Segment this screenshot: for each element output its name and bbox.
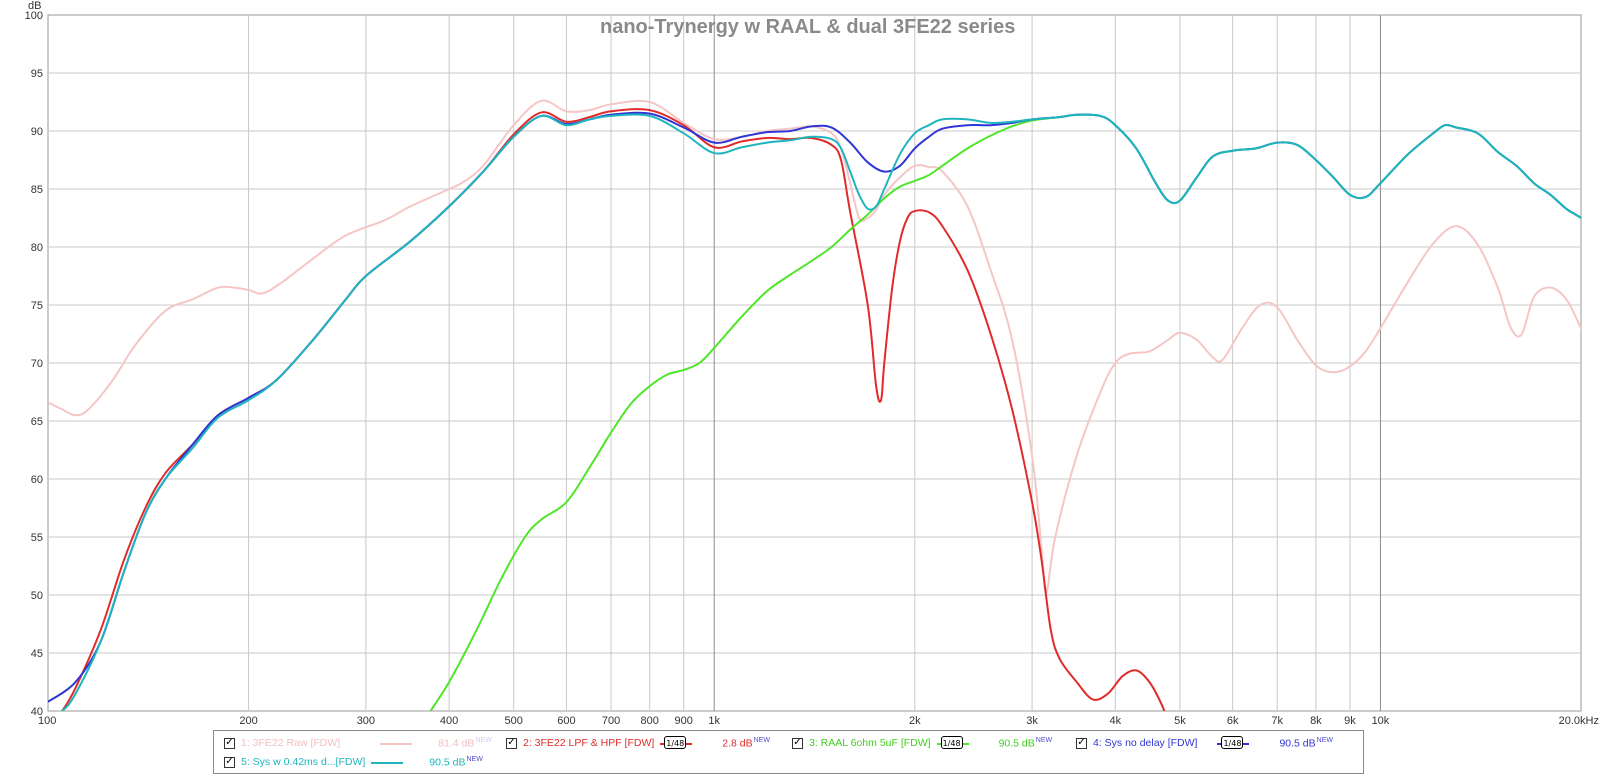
legend-label-1: 1: 3FE22 Raw [FDW] (241, 737, 341, 749)
x-axis-ticks: 100 200 300 400 500 600 700 800 900 1k 2k 3k 4k 5k 6k 7… (38, 715, 1599, 727)
y-tick-label: 95 (31, 68, 43, 80)
y-tick-label: 40 (31, 706, 43, 718)
chart-title: nano-Trynergy w RAAL & dual 3FE22 series (600, 16, 1015, 38)
legend-label-4: 4: Sys no delay [FDW] (1093, 737, 1198, 749)
x-tick-label: 3k (1026, 715, 1038, 727)
x-tick-label: 900 (675, 715, 693, 727)
legend-swatch-3[interactable]: 1/48 (936, 736, 969, 750)
y-tick-label: 45 (31, 648, 43, 660)
y-axis-label: dB (28, 0, 41, 12)
x-tick-label: 200 (239, 715, 257, 727)
x-tick-label: 7k (1271, 715, 1283, 727)
legend-label-3: 3: RAAL 6ohm 5uF [FDW] (809, 737, 931, 749)
legend-checkbox-1[interactable]: ✓ (224, 737, 235, 749)
x-tick-label: 2k (909, 715, 921, 727)
x-tick-label: 300 (357, 715, 375, 727)
y-tick-label: 80 (31, 242, 43, 254)
legend-level-1: 81.4 dBNEW (438, 736, 492, 750)
legend-item-2[interactable]: ✓ 2: 3FE22 LPF & HPF [FDW] 1/48 2.8 dBNE… (506, 733, 770, 753)
x-tick-label: 9k (1344, 715, 1356, 727)
legend-level-3: 90.5 dBNEW (998, 736, 1053, 750)
series-line-1 (48, 99, 1581, 594)
x-tick-label: 500 (504, 715, 522, 727)
y-tick-label: 70 (31, 358, 43, 370)
y-tick-label: 85 (31, 184, 43, 196)
y-tick-label: 65 (31, 416, 43, 428)
legend-label-5: 5: Sys w 0.42ms d...[FDW] (241, 756, 366, 768)
y-axis-ticks: 100 95 90 85 80 75 70 65 60 55 50 45 40 (25, 10, 43, 718)
y-tick-label: 75 (31, 300, 43, 312)
legend: ✓ 1: 3FE22 Raw [FDW] 81.4 dBNEW ✓ 2: 3FE… (213, 730, 1364, 774)
legend-checkbox-4[interactable]: ✓ (1076, 737, 1087, 749)
y-tick-label: 60 (31, 474, 43, 486)
grid (48, 15, 1581, 711)
legend-swatch-1 (380, 736, 413, 750)
legend-level-5: 90.5 dBNEW (429, 755, 483, 769)
x-tick-label: 400 (440, 715, 458, 727)
y-tick-label: 90 (31, 126, 43, 138)
y-tick-label: 100 (25, 10, 43, 22)
legend-label-2: 2: 3FE22 LPF & HPF [FDW] (523, 737, 655, 749)
legend-checkbox-2[interactable]: ✓ (506, 737, 517, 749)
y-tick-label: 55 (31, 532, 43, 544)
series-group (48, 99, 1581, 711)
legend-checkbox-5[interactable]: ✓ (224, 756, 235, 768)
legend-level-2: 2.8 dBNEW (722, 736, 770, 750)
x-tick-label: 600 (557, 715, 575, 727)
legend-item-3[interactable]: ✓ 3: RAAL 6ohm 5uF [FDW] 1/48 90.5 dBNEW (792, 733, 1052, 753)
x-tick-label: 1k (708, 715, 720, 727)
legend-checkbox-3[interactable]: ✓ (792, 737, 803, 749)
x-tick-label: 5k (1174, 715, 1186, 727)
legend-swatch-5 (371, 755, 404, 769)
y-tick-label: 50 (31, 590, 43, 602)
legend-swatch-4[interactable]: 1/48 (1217, 736, 1250, 750)
legend-level-4: 90.5 dBNEW (1279, 736, 1333, 750)
x-tick-label: 700 (602, 715, 620, 727)
legend-item-1[interactable]: ✓ 1: 3FE22 Raw [FDW] 81.4 dBNEW (224, 733, 492, 753)
x-tick-label: 8k (1310, 715, 1322, 727)
legend-item-5[interactable]: ✓ 5: Sys w 0.42ms d...[FDW] 90.5 dBNEW (224, 752, 483, 772)
x-tick-label: 100 (38, 715, 56, 727)
legend-item-4[interactable]: ✓ 4: Sys no delay [FDW] 1/48 90.5 dBNEW (1076, 733, 1333, 753)
x-tick-label: 20.0kHz (1559, 715, 1599, 727)
frequency-response-chart: 100 95 90 85 80 75 70 65 60 55 50 45 40 100 200 300 400… (25, 0, 1599, 727)
x-tick-label: 6k (1227, 715, 1239, 727)
x-tick-label: 4k (1110, 715, 1122, 727)
x-tick-label: 800 (640, 715, 658, 727)
x-tick-label: 10k (1372, 715, 1390, 727)
legend-swatch-2[interactable]: 1/48 (660, 736, 693, 750)
series-line-5 (60, 113, 1581, 711)
